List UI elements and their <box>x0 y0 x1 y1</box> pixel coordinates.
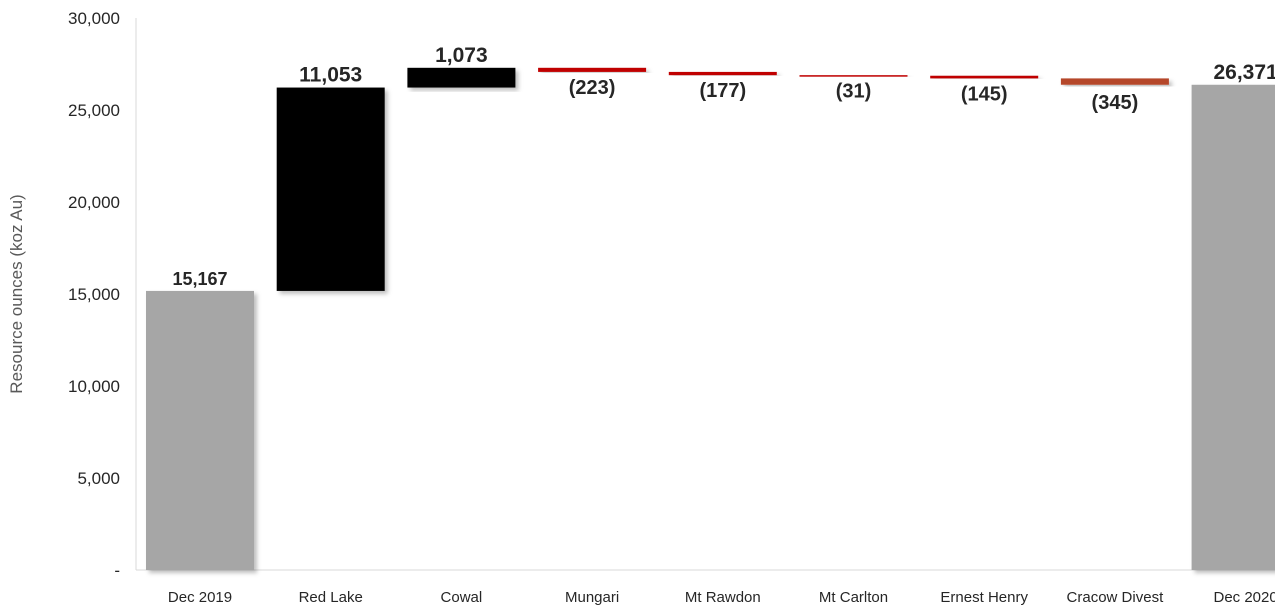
bars <box>146 67 1275 571</box>
y-tick-25-000: 25,000 <box>68 101 120 120</box>
category-label-mungari: Mungari <box>565 589 619 606</box>
data-label-mt-rawdon: (177) <box>699 80 746 102</box>
data-label-dec-2019: 15,167 <box>172 269 227 289</box>
category-label-dec-2019: Dec 2019 <box>168 589 232 606</box>
bar-mt-rawdon <box>668 71 777 76</box>
category-label-cracow-divest: Cracow Divest <box>1067 589 1165 606</box>
category-label-dec-2020: Dec 2020 <box>1213 589 1275 606</box>
y-tick-30-000: 30,000 <box>68 9 120 28</box>
data-label-dec-2020: 26,371 <box>1213 61 1275 84</box>
category-label-ernest-henry: Ernest Henry <box>940 589 1028 606</box>
bar-mungari <box>538 67 647 72</box>
data-label-mt-carlton: (31) <box>836 81 872 103</box>
category-label-mt-rawdon: Mt Rawdon <box>685 589 761 606</box>
bar-dec-2019 <box>146 290 254 570</box>
y-axis-label: Resource ounces (koz Au) <box>7 194 26 393</box>
y-tick-10-000: 10,000 <box>68 377 120 396</box>
category-label-cowal: Cowal <box>441 589 483 606</box>
bar-ernest-henry <box>930 75 1039 79</box>
category-label-red-lake: Red Lake <box>299 589 363 606</box>
data-label-cracow-divest: (345) <box>1092 92 1139 114</box>
y-tick-5-000: 5,000 <box>77 469 120 488</box>
data-label-red-lake: 11,053 <box>299 64 362 87</box>
y-tick-20-000: 20,000 <box>68 193 120 212</box>
data-label-mungari: (223) <box>569 77 616 99</box>
bar-dec-2020 <box>1191 84 1275 571</box>
bar-red-lake <box>276 87 385 291</box>
y-tick-15-000: 15,000 <box>68 285 120 304</box>
category-labels: Dec 2019 Red Lake Cowal Mungari Mt Rawdon Mt … <box>168 589 1275 606</box>
bar-mt-carlton <box>799 75 908 77</box>
y-tick-labels: - 5,000 10,000 15,000 20,000 25,000 30,000 <box>68 9 120 580</box>
data-label-ernest-henry: (145) <box>961 83 1008 105</box>
category-label-mt-carlton: Mt Carlton <box>819 589 888 606</box>
bar-cracow-divest <box>1060 78 1169 85</box>
y-tick-: - <box>114 561 120 580</box>
data-label-cowal: 1,073 <box>435 44 488 67</box>
data-labels: 15,167 11,053 1,073 (223) (177) (31) (145) (345… <box>172 44 1275 289</box>
bar-cowal <box>407 67 516 88</box>
